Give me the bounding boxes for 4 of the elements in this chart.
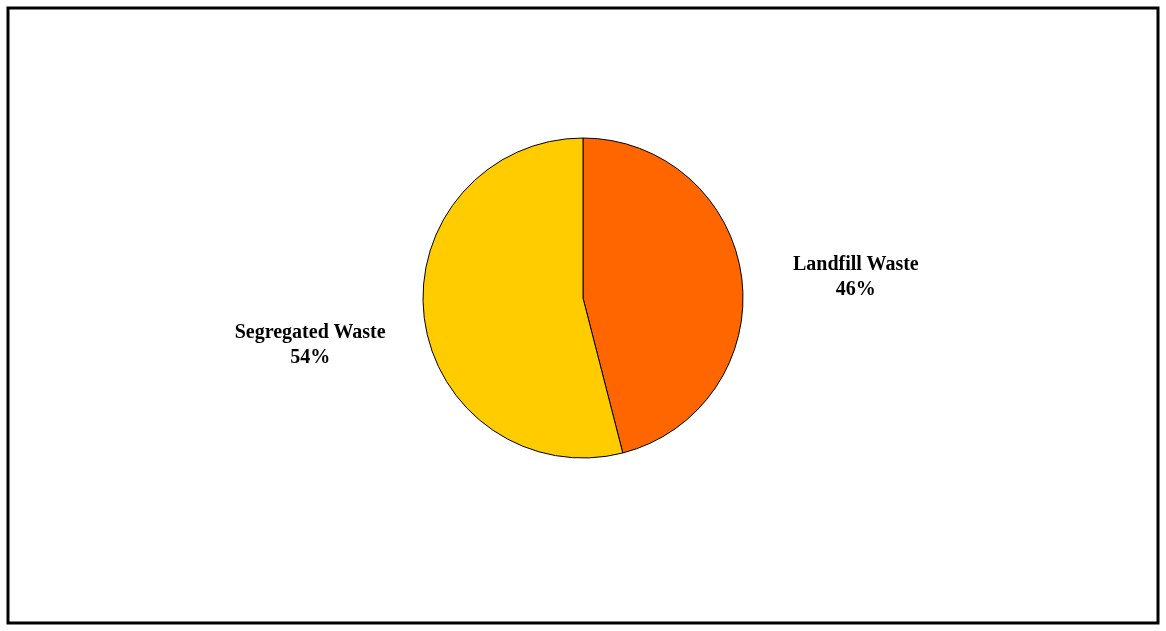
slice-label: Segregated Waste — [234, 320, 386, 344]
data-label: 46% — [835, 276, 876, 299]
data-label: 54% — [290, 345, 331, 368]
slice-label: Landfill Waste — [792, 251, 919, 274]
